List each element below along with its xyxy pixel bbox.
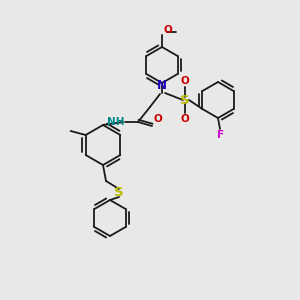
Text: NH: NH bbox=[106, 117, 124, 127]
Text: O: O bbox=[181, 76, 189, 86]
Text: O: O bbox=[163, 25, 172, 35]
Text: O: O bbox=[181, 114, 189, 124]
Text: N: N bbox=[157, 79, 167, 92]
Text: O: O bbox=[153, 114, 162, 124]
Text: F: F bbox=[218, 130, 225, 140]
Text: S: S bbox=[180, 94, 190, 106]
Text: S: S bbox=[114, 187, 124, 200]
